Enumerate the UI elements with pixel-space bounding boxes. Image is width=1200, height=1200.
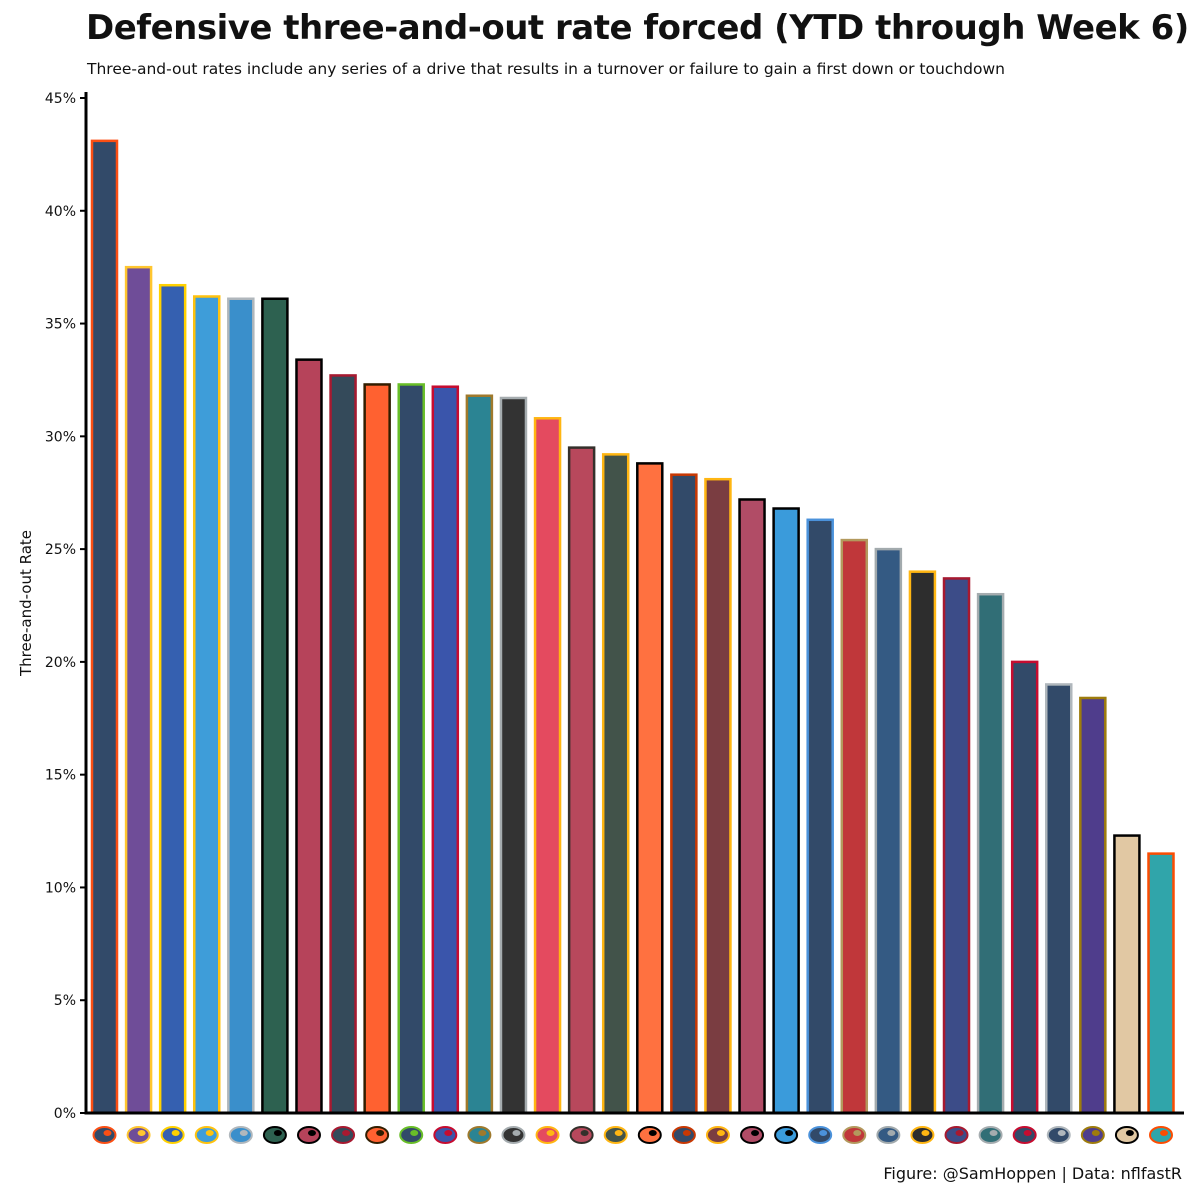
bar-gb	[601, 453, 630, 1115]
bar-car	[772, 507, 800, 1115]
bar-nyg	[942, 577, 971, 1115]
buccaneers-icon	[569, 1126, 594, 1144]
bar-hou	[329, 374, 357, 1115]
broncos-icon	[92, 1126, 117, 1144]
giants-icon	[944, 1126, 969, 1144]
texans-icon	[331, 1126, 356, 1144]
jaguars-icon	[467, 1126, 492, 1144]
bar-lac	[192, 295, 221, 1115]
bar-no	[1113, 834, 1141, 1115]
cowboys-icon	[1046, 1126, 1071, 1144]
patriots-icon	[1012, 1126, 1037, 1144]
packers-icon	[603, 1126, 628, 1144]
y-tick-label: 45%	[45, 91, 76, 107]
browns-icon	[365, 1126, 390, 1144]
chart-title: Defensive three-and-out rate forced (YTD…	[86, 8, 1189, 48]
titans-icon	[808, 1126, 833, 1144]
bears-icon	[671, 1126, 696, 1144]
bar-pit	[908, 570, 937, 1115]
bar-jax	[465, 394, 494, 1115]
raiders-icon	[501, 1126, 526, 1144]
y-tick-label: 25%	[45, 542, 76, 558]
bar-ind	[874, 547, 903, 1115]
y-tick-label: 10%	[45, 880, 76, 896]
bar-buf	[431, 385, 460, 1115]
chiefs-icon	[535, 1126, 560, 1144]
bengals-icon	[637, 1126, 662, 1144]
bar-was	[704, 477, 732, 1115]
bar-ari	[738, 498, 766, 1115]
bar-min	[124, 265, 153, 1115]
bar-cle	[363, 383, 391, 1115]
jets-icon	[262, 1126, 287, 1144]
bar-kc	[533, 417, 562, 1115]
bar-chi	[670, 473, 698, 1115]
chart-subtitle: Three-and-out rates include any series o…	[87, 60, 1005, 78]
steelers-icon	[910, 1126, 935, 1144]
bars	[90, 139, 1175, 1115]
bar-nyj	[261, 297, 289, 1115]
y-tick-label: 5%	[54, 993, 76, 1009]
panthers-icon	[774, 1126, 799, 1144]
bar-tb	[567, 446, 596, 1115]
colts-icon	[876, 1126, 901, 1144]
bar-dal	[1045, 683, 1073, 1115]
bar-ten	[806, 518, 834, 1115]
bar-atl	[295, 358, 323, 1115]
y-tick-label: 35%	[45, 317, 76, 333]
y-tick-label: 0%	[54, 1106, 76, 1122]
ravens-icon	[1080, 1126, 1105, 1144]
bills-icon	[433, 1126, 458, 1144]
bar-cin	[636, 462, 664, 1115]
bar-mia	[1147, 852, 1175, 1115]
y-tick-label: 40%	[45, 204, 76, 220]
washington-icon	[705, 1126, 730, 1144]
y-tick-label: 30%	[45, 429, 76, 445]
bar-lv	[499, 396, 528, 1115]
dolphins-icon	[1149, 1126, 1173, 1144]
source-caption: Figure: @SamHoppen | Data: nflfastR	[883, 1164, 1182, 1183]
falcons-icon	[296, 1126, 321, 1144]
bar-sf	[840, 538, 869, 1115]
lions-icon	[228, 1126, 253, 1144]
bar-la	[158, 283, 187, 1115]
saints-icon	[1114, 1126, 1139, 1144]
y-tick-label: 15%	[45, 768, 76, 784]
bar-sea	[397, 383, 425, 1115]
seahawks-icon	[399, 1126, 424, 1144]
team-logos	[92, 1126, 1173, 1144]
y-tick-label: 20%	[45, 655, 76, 671]
eagles-icon	[978, 1126, 1003, 1144]
bar-ne	[1010, 660, 1039, 1115]
bar-bal	[1079, 696, 1107, 1115]
cardinals-icon	[740, 1126, 765, 1144]
y-axis-ticks: 0% 5% 10% 15% 20% 25% 30% 35% 40% 45%	[45, 91, 86, 1122]
y-axis-title: Three-and-out Rate	[17, 530, 35, 677]
chargers-icon	[194, 1126, 219, 1144]
bar-det	[227, 297, 255, 1115]
49ers-icon	[842, 1126, 867, 1144]
bar-phi	[976, 592, 1005, 1115]
rams-icon	[160, 1126, 185, 1144]
bar-den	[90, 139, 119, 1115]
vikings-icon	[126, 1126, 151, 1144]
